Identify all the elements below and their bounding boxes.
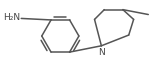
Text: H₂N: H₂N: [3, 13, 20, 22]
Text: N: N: [99, 48, 105, 57]
